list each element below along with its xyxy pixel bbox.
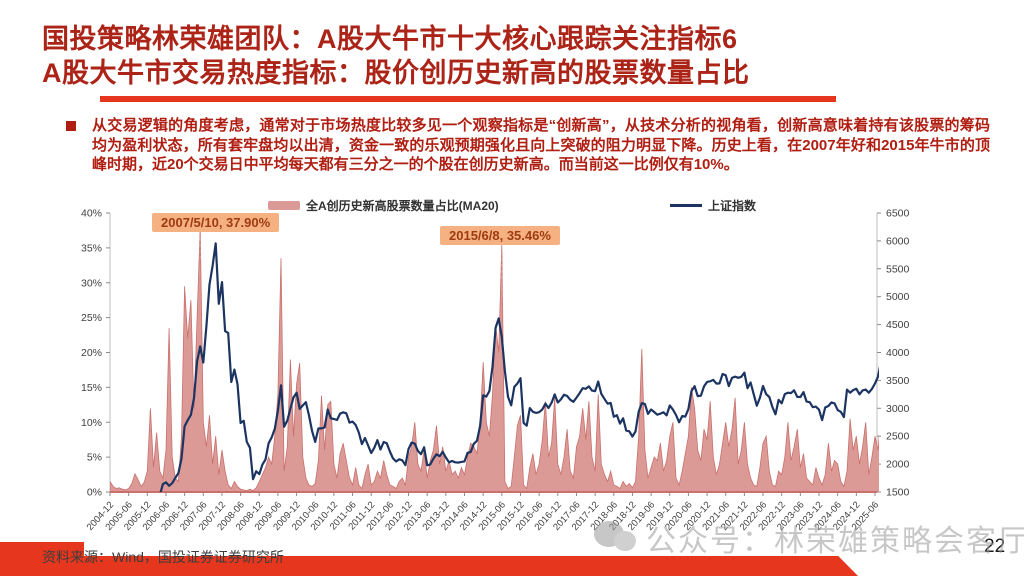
bullet-square: [66, 121, 76, 131]
svg-text:2500: 2500: [886, 431, 910, 443]
watermark-text: 公众号：林荣雄策略会客厅: [646, 525, 1024, 558]
legend-label-line: 上证指数: [707, 199, 756, 213]
svg-text:2000: 2000: [886, 459, 910, 471]
chart-legend: 全A创历史新高股票数量占比(MA20) 上证指数: [268, 197, 756, 214]
title-line-1: 国投策略林荣雄团队：A股大牛市十大核心跟踪关注指标6: [42, 24, 738, 54]
svg-text:5%: 5%: [87, 452, 102, 464]
svg-text:1500: 1500: [886, 487, 910, 499]
title-line-2: A股大牛市交易热度指标：股价创历史新高的股票数量占比: [42, 58, 750, 88]
annotation-2015-peak: 2015/6/8, 35.46%: [440, 226, 560, 245]
wechat-logo-icon: [594, 519, 640, 557]
footer-red-block: [0, 542, 84, 558]
svg-text:6500: 6500: [886, 208, 910, 220]
svg-text:5500: 5500: [886, 263, 910, 275]
svg-text:30%: 30%: [81, 277, 102, 289]
legend-item-area: 全A创历史新高股票数量占比(MA20): [268, 197, 499, 214]
svg-text:15%: 15%: [81, 382, 102, 394]
svg-text:10%: 10%: [81, 417, 102, 429]
svg-text:3000: 3000: [886, 403, 910, 415]
annotation-2007-peak: 2007/5/10, 37.90%: [152, 213, 280, 232]
title-underline: [100, 96, 836, 102]
svg-text:25%: 25%: [81, 312, 102, 324]
svg-text:35%: 35%: [81, 242, 102, 254]
svg-text:6000: 6000: [886, 235, 910, 247]
watermark: 公众号：林荣雄策略会客厅: [594, 516, 1024, 560]
legend-label-area: 全A创历史新高股票数量占比(MA20): [306, 199, 499, 213]
area-swatch-icon: [268, 201, 300, 210]
svg-text:4000: 4000: [886, 347, 910, 359]
svg-text:3500: 3500: [886, 375, 910, 387]
source-footnote: 资料来源：Wind，国投证券证券研究所: [42, 549, 284, 565]
footer-red-band: [0, 556, 858, 576]
page-title: 国投策略林荣雄团队：A股大牛市十大核心跟踪关注指标6 A股大牛市交易热度指标：股…: [42, 22, 1002, 90]
svg-text:4500: 4500: [886, 319, 910, 331]
page-number: 22: [984, 536, 1006, 557]
svg-text:5000: 5000: [886, 291, 910, 303]
legend-item-line: 上证指数: [669, 197, 756, 214]
svg-text:0%: 0%: [87, 487, 102, 499]
body-block: 从交易逻辑的角度考虑，通常对于市场热度比较多见一个观察指标是“创新高”，从技术分…: [66, 116, 990, 175]
svg-text:20%: 20%: [81, 347, 102, 359]
line-swatch-icon: [669, 204, 702, 207]
body-paragraph: 从交易逻辑的角度考虑，通常对于市场热度比较多见一个观察指标是“创新高”，从技术分…: [92, 117, 990, 173]
svg-text:40%: 40%: [81, 208, 102, 220]
